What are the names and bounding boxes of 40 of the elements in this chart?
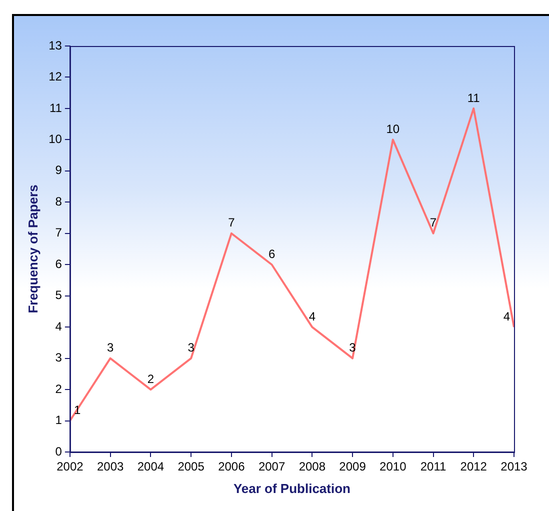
data-label: 1 (74, 403, 81, 418)
x-tick-label: 2002 (56, 460, 84, 474)
y-tick-label: 7 (55, 226, 62, 240)
data-label: 3 (349, 340, 356, 355)
x-tick-label: 2013 (500, 460, 528, 474)
y-tick-label: 10 (48, 132, 62, 146)
x-tick-label: 2007 (258, 460, 286, 474)
data-label: 3 (188, 340, 195, 355)
x-tick-label: 2006 (218, 460, 246, 474)
data-label: 11 (467, 90, 480, 105)
data-label: 6 (268, 246, 276, 261)
x-tick-label: 2011 (420, 460, 446, 474)
y-tick-label: 1 (55, 413, 62, 428)
x-tick-label: 2005 (178, 460, 205, 474)
y-tick-label: 3 (55, 350, 62, 365)
y-tick-label: 11 (49, 100, 62, 115)
data-label: 4 (503, 309, 510, 324)
y-tick-label: 5 (55, 288, 62, 302)
y-tick-label: 0 (55, 444, 62, 458)
data-label: 7 (430, 216, 437, 230)
y-axis-title: Frequency of Papers (25, 184, 40, 314)
x-tick-label: 2008 (298, 460, 326, 474)
x-tick-label: 2012 (460, 460, 488, 474)
data-label: 2 (147, 372, 154, 386)
y-tick-label: 12 (48, 70, 62, 84)
x-tick-label: 2010 (380, 460, 407, 474)
x-tick-label: 2003 (96, 460, 124, 474)
data-label: 3 (106, 340, 114, 355)
y-tick-label: 8 (55, 194, 62, 208)
x-tick-label: 2009 (339, 460, 366, 474)
y-tick-label: 6 (55, 256, 62, 271)
x-tick-label: 2004 (137, 460, 164, 474)
data-label: 7 (228, 216, 236, 230)
y-tick-label: 2 (55, 382, 62, 396)
x-axis-title: Year of Publication (233, 480, 351, 496)
y-tick-label: 4 (55, 319, 62, 334)
data-label: 10 (386, 122, 400, 136)
data-label: 4 (308, 309, 316, 324)
y-tick-label: 13 (48, 38, 62, 52)
y-tick-label: 9 (55, 163, 62, 178)
